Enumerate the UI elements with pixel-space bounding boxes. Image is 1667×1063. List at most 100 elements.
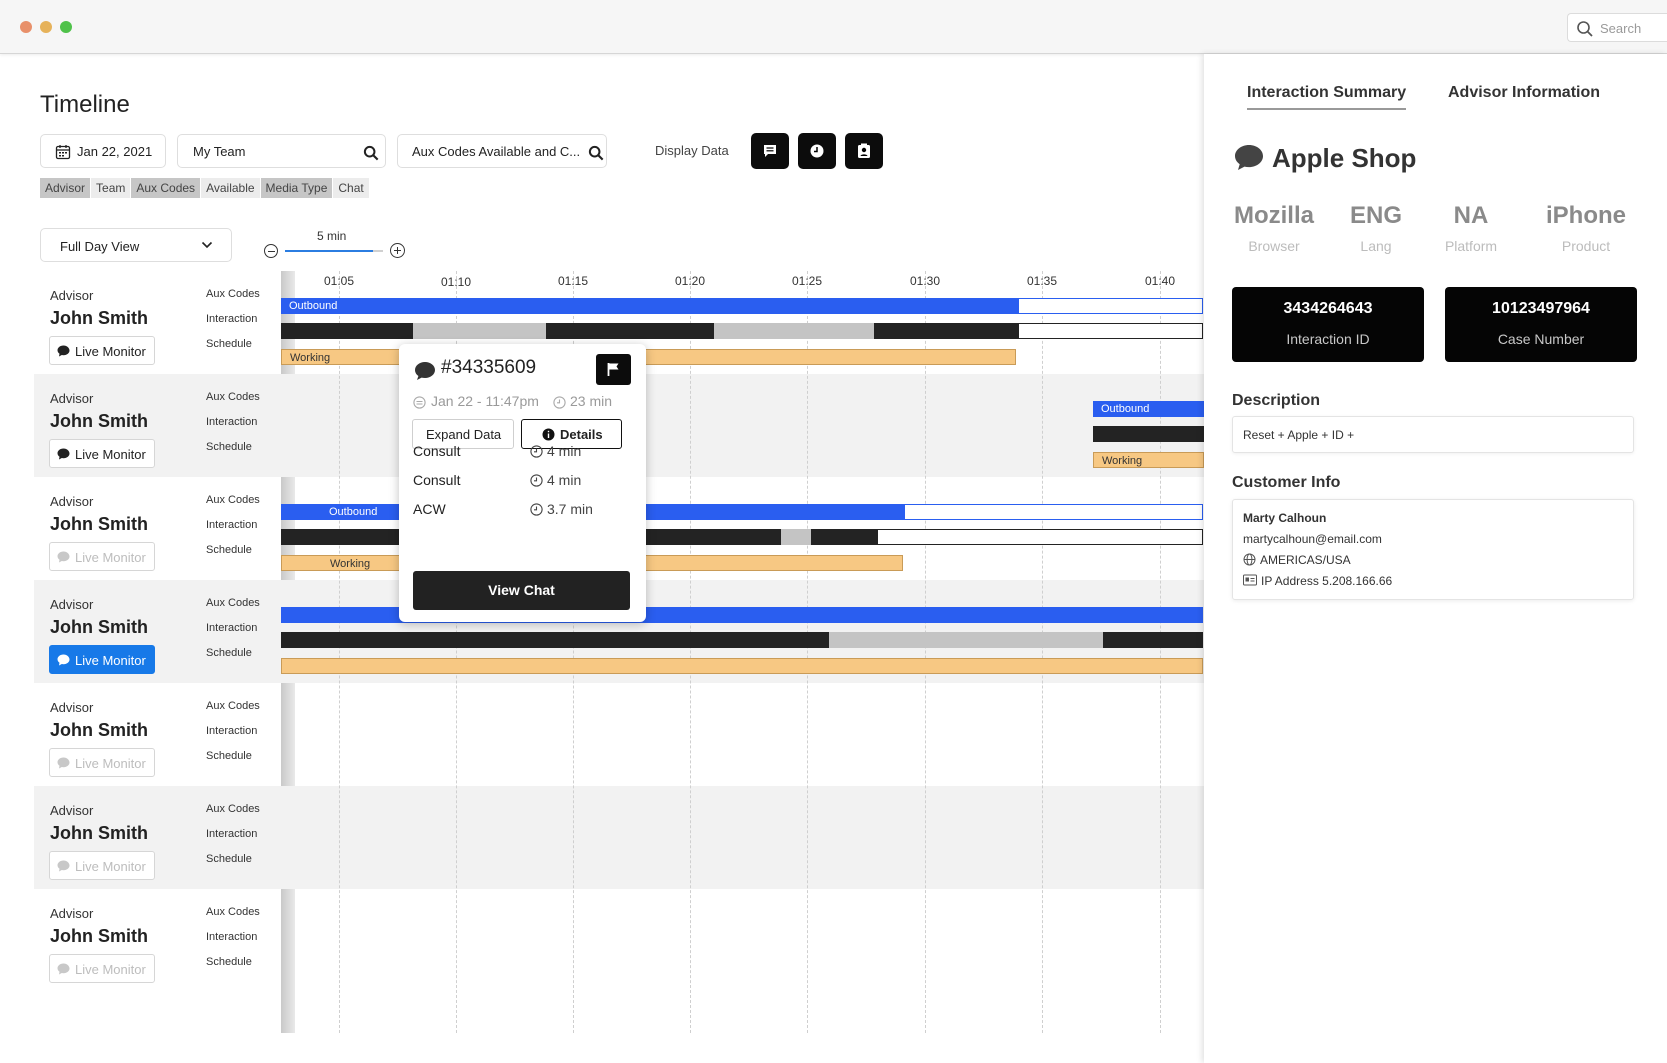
interaction-id-card: 3434264643 Interaction ID (1232, 287, 1424, 362)
hold-segment[interactable] (829, 632, 1103, 648)
view-select[interactable]: Full Day View (40, 228, 232, 262)
tab-interaction-summary[interactable]: Interaction Summary (1247, 84, 1407, 110)
chip-team[interactable]: Team (91, 178, 131, 198)
stat-key: Product (1561, 238, 1611, 254)
team-search-input[interactable]: My Team (177, 134, 386, 168)
time-tick-label: 01:40 (1145, 274, 1176, 288)
stat-key: Browser (1248, 238, 1300, 254)
zoom-in-button[interactable] (390, 243, 405, 258)
contact-card-icon (858, 143, 870, 158)
live-monitor-button[interactable]: Live Monitor (49, 336, 155, 365)
chip-advisor[interactable]: Advisor (40, 178, 91, 198)
details-button[interactable]: Details (521, 419, 622, 449)
info-icon (542, 428, 555, 441)
aux-empty-segment[interactable] (1018, 298, 1203, 314)
interaction-segment[interactable] (281, 323, 413, 339)
hold-segment[interactable] (714, 323, 874, 339)
row-label-aux-codes: Aux Codes (206, 288, 260, 300)
chip-aux-codes[interactable]: Aux Codes (131, 178, 201, 198)
time-tick-label: 01:30 (910, 274, 941, 288)
interaction-empty-segment[interactable] (1018, 323, 1203, 339)
chat-bubble-icon (415, 362, 435, 380)
segment-label: Outbound (1101, 403, 1150, 415)
outbound-segment[interactable]: Outbound (281, 298, 1018, 314)
customer-region: AMERICAS/USA (1260, 553, 1351, 567)
hold-segment[interactable] (781, 529, 811, 545)
interaction-segment[interactable] (1093, 426, 1204, 442)
interaction-segment[interactable] (1103, 632, 1203, 648)
row-label-schedule: Schedule (206, 441, 252, 453)
advisor-name: John Smith (50, 411, 148, 431)
shop-title: Apple Shop (1272, 143, 1417, 173)
expand-data-button[interactable]: Expand Data (412, 419, 514, 449)
chat-bubble-icon (57, 654, 70, 666)
maximize-window-button[interactable] (60, 21, 72, 33)
interaction-segment[interactable] (811, 529, 877, 545)
grid-line (456, 271, 457, 1033)
window-titlebar: Search (0, 0, 1667, 54)
live-monitor-button[interactable]: Live Monitor (49, 748, 155, 777)
stat-value: ENG (1349, 202, 1402, 229)
date-value: Jan 22, 2021 (77, 144, 153, 159)
zoom-slider-fill (285, 250, 373, 252)
globe-icon (1243, 553, 1256, 566)
zoom-out-button[interactable] (264, 244, 278, 258)
grid-line (807, 271, 808, 1033)
hold-segment[interactable] (413, 323, 546, 339)
chip-chat[interactable]: Chat (333, 178, 369, 198)
clock-icon (530, 503, 543, 516)
interaction-segment[interactable] (281, 632, 829, 648)
interaction-id-value: 3434264643 (1283, 300, 1373, 317)
minimize-window-button[interactable] (40, 21, 52, 33)
chat-bubble-icon (57, 860, 70, 872)
chevron-down-icon (201, 241, 213, 249)
stat-key: Platform (1444, 238, 1498, 254)
view-chat-button[interactable]: View Chat (413, 571, 630, 610)
interaction-segment[interactable] (546, 323, 714, 339)
close-window-button[interactable] (20, 21, 32, 33)
customer-info-box: Marty Calhoun martycalhoun@email.com AME… (1232, 499, 1634, 600)
chip-available[interactable]: Available (201, 178, 260, 198)
live-monitor-button[interactable]: Live Monitor (49, 851, 155, 880)
interaction-empty-segment[interactable] (877, 529, 1203, 545)
chip-media-type[interactable]: Media Type (260, 178, 333, 198)
schedule-working-segment[interactable] (281, 658, 1203, 674)
outbound-segment[interactable]: Outbound (1093, 401, 1204, 417)
popover-segment-duration: 3.7 min (547, 501, 593, 517)
interaction-summary-panel: Interaction Summary Advisor Information … (1204, 54, 1667, 1063)
search-icon (363, 145, 379, 161)
popover-segment-duration: 4 min (547, 472, 582, 488)
live-monitor-button[interactable]: Live Monitor (49, 954, 155, 983)
interaction-segment[interactable] (874, 323, 1018, 339)
live-monitor-button[interactable]: Live Monitor (49, 439, 155, 468)
display-time-button[interactable] (798, 133, 836, 169)
advisor-name: John Smith (50, 720, 148, 740)
row-label-interaction: Interaction (206, 931, 258, 943)
grid-line (1160, 271, 1161, 1033)
display-chat-button[interactable] (751, 133, 789, 169)
display-contact-button[interactable] (845, 133, 883, 169)
popover-duration: 23 min (570, 393, 613, 409)
schedule-working-segment[interactable]: Working (281, 349, 1016, 365)
live-monitor-button[interactable]: Live Monitor (49, 542, 155, 571)
aux-empty-segment[interactable] (904, 504, 1203, 520)
chat-bubble-icon (57, 757, 70, 769)
search-input[interactable]: Search (1567, 13, 1667, 42)
advisor-role: Advisor (50, 494, 94, 509)
live-monitor-label: Live Monitor (75, 653, 146, 668)
advisor-name: John Smith (50, 617, 148, 637)
live-monitor-button[interactable]: Live Monitor (49, 645, 155, 674)
tab-advisor-information[interactable]: Advisor Information (1448, 84, 1601, 101)
popover-title: #34335609 (441, 357, 537, 378)
grid-line (573, 271, 574, 1033)
aux-codes-search-input[interactable]: Aux Codes Available and C... (397, 134, 607, 168)
message-icon (764, 145, 776, 157)
details-label: Details (560, 427, 603, 442)
flag-button[interactable] (596, 354, 631, 385)
grid-line (690, 271, 691, 1033)
schedule-working-segment[interactable]: Working (1093, 452, 1204, 468)
chat-bubble-icon (57, 963, 70, 975)
clock-icon (810, 144, 824, 158)
page-title: Timeline (40, 91, 130, 118)
date-picker[interactable]: Jan 22, 2021 (40, 134, 166, 168)
